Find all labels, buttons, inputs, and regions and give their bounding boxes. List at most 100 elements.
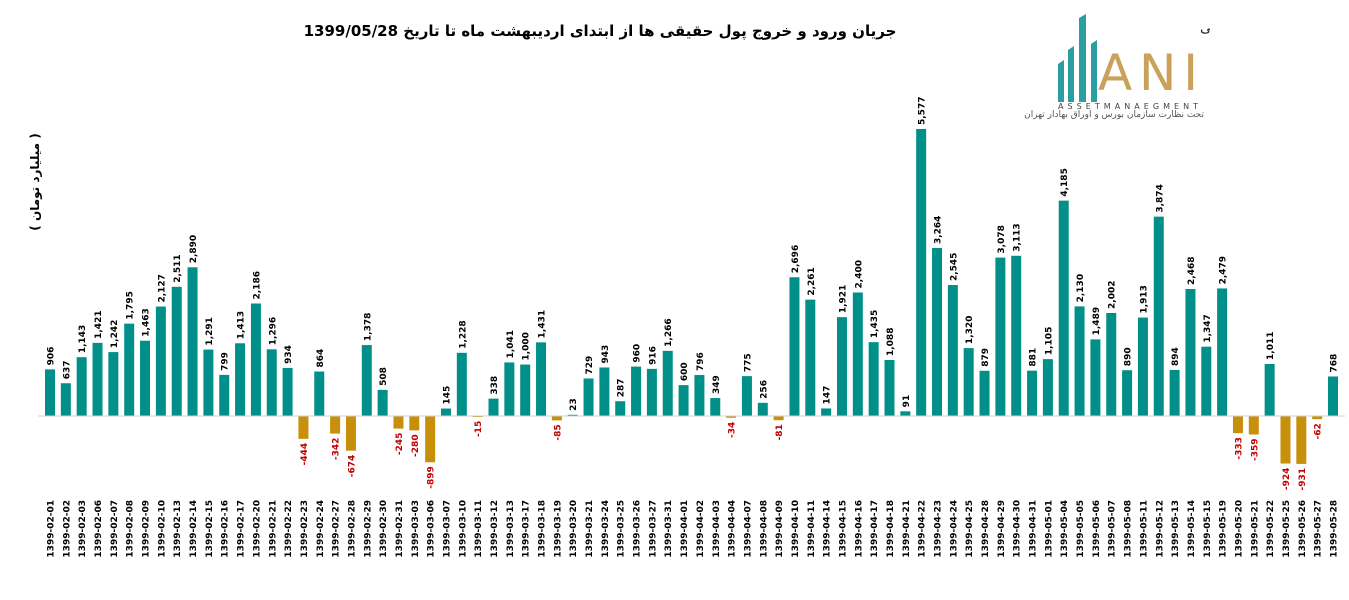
bar-1399-05-20 <box>1232 416 1243 434</box>
bar-1399-04-30 <box>1011 255 1022 416</box>
x-tick-label: 1399-03-06 <box>427 500 437 558</box>
bar-1399-05-14 <box>1185 288 1196 416</box>
x-tick-label: 1399-05-21 <box>1250 500 1260 558</box>
bar-1399-02-23 <box>298 416 309 439</box>
x-tick-label: 1399-05-06 <box>1092 500 1102 558</box>
x-tick-label: 1399-04-16 <box>854 500 864 558</box>
data-label: 1,041 <box>506 330 516 358</box>
data-label: 881 <box>1029 348 1039 367</box>
bar-1399-04-07 <box>741 376 752 416</box>
bar-1399-03-19 <box>551 416 562 421</box>
data-label: 5,577 <box>918 97 928 125</box>
data-label: 934 <box>284 345 294 364</box>
data-label: 2,468 <box>1187 257 1197 285</box>
x-tick-label: 1399-05-08 <box>1124 500 1134 558</box>
bar-1399-04-17 <box>868 342 879 416</box>
data-label: 1,435 <box>870 310 880 338</box>
data-label: 1,320 <box>965 316 975 344</box>
bar-1399-03-27 <box>646 368 657 416</box>
bar-1399-02-30 <box>377 389 388 416</box>
bar-1399-02-15 <box>203 349 214 416</box>
data-label: -444 <box>300 443 310 466</box>
x-tick-label: 1399-05-25 <box>1282 500 1292 558</box>
data-label: 91 <box>902 395 912 408</box>
bar-1399-04-18 <box>884 360 895 416</box>
x-tick-label: 1399-05-20 <box>1234 500 1244 558</box>
logo-subtitle: ASSETMANAEGMENT <box>1058 102 1198 111</box>
data-label: 890 <box>1124 347 1134 366</box>
bar-1399-02-14 <box>187 267 198 416</box>
data-label: 1,421 <box>94 310 104 338</box>
data-label: 2,400 <box>854 260 864 288</box>
bar-1399-05-08 <box>1122 370 1133 416</box>
data-label: -333 <box>1234 437 1244 460</box>
data-label: -899 <box>427 466 437 489</box>
bar-1399-04-15 <box>836 317 847 416</box>
x-tick-label: 1399-03-12 <box>490 500 500 558</box>
data-label: 3,874 <box>1155 184 1165 212</box>
data-label: -931 <box>1298 468 1308 491</box>
x-tick-label: 1399-04-25 <box>965 500 975 558</box>
bar-1399-05-04 <box>1058 200 1069 416</box>
x-tick-label: 1399-02-20 <box>252 500 262 558</box>
bar-1399-05-28 <box>1328 376 1338 416</box>
x-tick-label: 1399-05-04 <box>1060 500 1070 558</box>
x-tick-label: 1399-04-04 <box>728 500 738 558</box>
bar-1399-05-22 <box>1264 363 1275 416</box>
data-label: 1,913 <box>1139 285 1149 313</box>
bar-1399-05-11 <box>1137 317 1148 416</box>
bar-1399-02-20 <box>250 303 261 416</box>
data-label: 1,921 <box>838 285 848 313</box>
bar-1399-02-01 <box>45 369 55 416</box>
data-label: 2,261 <box>807 267 817 295</box>
bar-1399-02-24 <box>314 371 325 416</box>
x-tick-label: 1399-05-14 <box>1187 500 1197 558</box>
bar-1399-02-31 <box>393 416 404 429</box>
x-tick-label: 1399-04-02 <box>696 500 706 558</box>
x-tick-label: 1399-02-29 <box>363 500 373 558</box>
x-tick-label: 1399-04-11 <box>807 500 817 558</box>
x-tick-label: 1399-04-14 <box>823 500 833 558</box>
data-label: 147 <box>823 386 833 405</box>
x-tick-label: 1399-02-17 <box>237 500 247 558</box>
x-tick-label: 1399-05-22 <box>1266 500 1276 558</box>
x-tick-label: 1399-04-30 <box>1013 500 1023 558</box>
logo-tagline: تحت نظارت سازمان بورس و اوراق بهادار تهر… <box>1024 110 1204 120</box>
bar-1399-04-10 <box>789 277 800 416</box>
bar-1399-02-09 <box>140 340 151 416</box>
data-label: 799 <box>221 352 231 371</box>
data-label: 1,088 <box>886 328 896 356</box>
x-tick-label: 1399-02-08 <box>126 500 136 558</box>
x-tick-label: 1399-05-05 <box>1076 500 1086 558</box>
x-tick-label: 1399-03-19 <box>553 500 563 558</box>
data-label: 894 <box>1171 347 1181 366</box>
data-label: 1,489 <box>1092 307 1102 335</box>
x-tick-label: 1399-03-20 <box>569 500 579 558</box>
data-label: 1,011 <box>1266 332 1276 360</box>
data-label: -62 <box>1314 423 1324 439</box>
data-label: -81 <box>775 424 785 440</box>
x-tick-label: 1399-05-11 <box>1139 500 1149 558</box>
bar-1399-04-14 <box>821 408 832 416</box>
x-tick-label: 1399-04-15 <box>838 500 848 558</box>
data-label: 1,413 <box>237 311 247 339</box>
bar-1399-04-24 <box>947 285 958 416</box>
x-tick-label: 1399-03-21 <box>585 500 595 558</box>
bar-1399-05-07 <box>1106 312 1117 416</box>
x-tick-label: 1399-02-06 <box>94 500 104 558</box>
x-tick-label: 1399-05-26 <box>1298 500 1308 558</box>
y-axis-label: ( میلیارد تومان ) <box>28 133 42 231</box>
bar-1399-02-29 <box>361 345 372 416</box>
x-tick-label: 1399-04-28 <box>981 500 991 558</box>
bar-1399-02-27 <box>330 416 341 434</box>
bar-1399-03-07 <box>440 408 451 416</box>
logo-bar-icon <box>1079 14 1086 102</box>
x-tick-label: 1399-02-28 <box>347 500 357 558</box>
bar-1399-02-10 <box>155 306 166 416</box>
x-tick-label: 1399-04-18 <box>886 500 896 558</box>
x-tick-label: 1399-02-16 <box>221 500 231 558</box>
x-tick-label: 1399-05-15 <box>1203 500 1213 558</box>
logo-bar-icon <box>1091 40 1097 102</box>
x-tick-label: 1399-05-12 <box>1155 500 1165 558</box>
bar-1399-02-08 <box>124 323 135 416</box>
